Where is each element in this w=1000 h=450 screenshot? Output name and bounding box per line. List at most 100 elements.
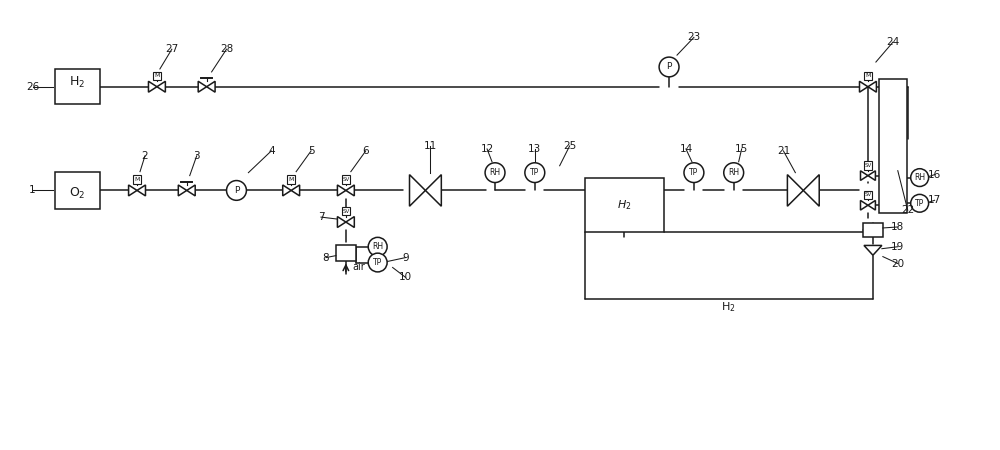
Polygon shape [787,175,803,206]
Text: O$_2$: O$_2$ [69,186,86,201]
Text: SV: SV [342,177,349,182]
Text: 18: 18 [891,222,904,232]
Bar [342,207,350,216]
Text: 1: 1 [29,185,36,195]
Circle shape [659,57,679,77]
Text: TP: TP [915,199,924,208]
Text: SV: SV [342,209,349,214]
Polygon shape [291,185,300,196]
Text: H$_2$: H$_2$ [617,198,632,212]
Polygon shape [337,185,346,196]
Circle shape [368,253,387,272]
Text: TP: TP [373,258,382,267]
Text: 4: 4 [268,146,275,156]
Polygon shape [148,81,157,92]
Text: 20: 20 [891,258,904,269]
Text: 26: 26 [26,82,39,92]
Polygon shape [425,175,441,206]
Circle shape [485,163,505,183]
Polygon shape [868,171,875,180]
Polygon shape [283,185,291,196]
Text: 25: 25 [563,141,576,151]
Text: RH: RH [728,168,739,177]
Text: 12: 12 [480,144,494,154]
Bar [879,79,907,213]
Circle shape [911,169,929,186]
Text: 27: 27 [165,44,178,54]
Text: 11: 11 [424,141,437,151]
Text: 16: 16 [928,170,941,180]
Text: 24: 24 [886,37,899,47]
Text: 28: 28 [220,44,233,54]
Text: RH: RH [489,168,501,177]
Text: H$_2$: H$_2$ [69,75,85,90]
Text: 10: 10 [399,272,412,282]
Text: TP: TP [530,168,539,177]
Text: M: M [288,177,294,182]
Bar [153,72,161,80]
Bar [864,191,872,199]
Polygon shape [129,185,137,196]
Circle shape [525,163,545,183]
Text: 13: 13 [528,144,541,154]
Circle shape [227,180,246,200]
Text: 21: 21 [777,146,790,156]
Text: 17: 17 [928,195,941,205]
Polygon shape [157,81,165,92]
Text: air: air [352,262,365,272]
Circle shape [911,194,929,212]
Polygon shape [346,216,354,228]
Polygon shape [864,245,882,255]
Text: 23: 23 [687,32,701,42]
Polygon shape [860,171,868,180]
Text: 5: 5 [308,146,314,156]
Circle shape [724,163,744,183]
Bar [585,178,664,232]
Bar [336,245,356,261]
Text: 8: 8 [323,252,329,263]
Text: RH: RH [914,173,925,182]
Text: SV: SV [864,193,872,198]
Circle shape [684,163,704,183]
Polygon shape [178,185,187,196]
Circle shape [368,237,387,256]
Text: 9: 9 [402,252,409,263]
Polygon shape [337,216,346,228]
Text: 22: 22 [901,205,914,215]
Polygon shape [868,200,875,210]
Polygon shape [859,81,868,92]
Bar [287,176,295,184]
Polygon shape [803,175,819,206]
Bar [863,223,883,237]
Bar [133,176,141,184]
Polygon shape [346,185,354,196]
Text: 2: 2 [142,151,148,161]
Text: 6: 6 [362,146,369,156]
Text: TP: TP [689,168,699,177]
Text: SV: SV [864,163,872,168]
Text: M: M [134,177,140,182]
Polygon shape [187,185,195,196]
Polygon shape [137,185,145,196]
Text: 19: 19 [891,242,904,252]
Polygon shape [860,200,868,210]
Polygon shape [207,81,215,92]
Text: 14: 14 [679,144,693,154]
Polygon shape [198,81,207,92]
Text: H$_2$: H$_2$ [721,300,736,314]
Polygon shape [868,81,876,92]
Bar [342,176,350,184]
Text: M: M [154,73,160,78]
Bar [55,69,100,104]
Text: RH: RH [372,242,383,251]
Text: 7: 7 [318,212,324,222]
Bar [55,171,100,209]
Text: 3: 3 [193,151,200,161]
Bar [864,161,872,170]
Text: P: P [234,186,239,195]
Polygon shape [410,175,425,206]
Text: P: P [666,63,672,72]
Bar [864,72,872,80]
Text: M: M [865,73,871,78]
Text: 15: 15 [735,144,748,154]
